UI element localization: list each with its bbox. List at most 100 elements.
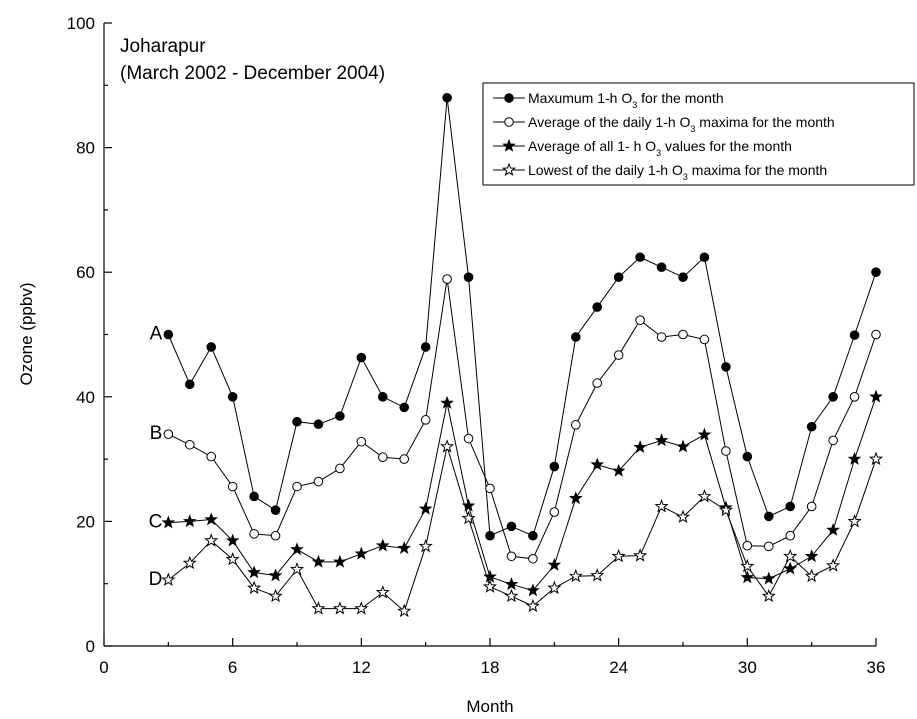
data-point [420,415,431,425]
data-point [613,272,624,282]
data-point [204,512,219,526]
data-point [399,454,410,464]
data-point [247,565,261,579]
data-point [697,427,712,441]
legend-marker [502,138,516,152]
data-point [656,262,667,273]
data-point [333,554,347,568]
data-point [504,577,519,591]
data-point [611,463,626,477]
data-point [570,420,581,430]
x-tick-label: 6 [228,658,237,677]
data-point [847,513,862,528]
data-point [697,489,712,503]
data-point [869,389,883,403]
x-tick-label: 12 [352,658,371,677]
data-point [292,416,302,427]
data-point [740,558,755,573]
data-point [204,533,219,547]
legend-label: Average of all 1- h O3 values for the mo… [528,138,792,158]
data-point [592,302,603,312]
data-point [549,461,560,472]
legend-marker [501,162,517,177]
data-point [785,530,796,541]
series-letter-label: A [150,324,163,345]
data-point [332,601,347,615]
data-point [356,436,367,447]
chart-subtitle: (March 2002 - December 2004) [120,63,385,84]
x-tick-label: 18 [481,658,500,677]
x-tick-label: 0 [99,658,108,677]
data-point [483,569,497,583]
data-point [289,561,305,576]
legend: Maxumum 1-h O3 for the month Average of t… [482,82,915,186]
data-point [335,411,345,421]
data-point [461,510,476,525]
series-line [168,396,877,592]
legend-label: Lowest of the daily 1-h O3 maxima for th… [528,162,827,182]
data-point [547,557,562,571]
series-line [168,446,877,612]
data-point [613,350,624,360]
data-point [806,421,817,432]
data-point [699,334,710,345]
data-point [268,568,283,582]
data-point [290,542,304,556]
data-point [742,451,753,462]
data-point [354,601,369,615]
data-point [656,332,667,342]
data-point [504,588,519,603]
data-point [826,522,840,536]
data-point [485,483,495,494]
data-point [847,451,862,465]
data-point [440,439,455,453]
data-point [184,379,195,390]
data-point [828,435,838,446]
data-point [161,572,176,586]
data-point [806,501,817,512]
data-point [783,561,798,575]
data-point [268,588,283,603]
data-point [311,601,326,615]
plot-area: A B C D [149,92,884,618]
data-point [635,252,645,263]
data-point [718,502,733,517]
data-point [182,514,197,528]
data-point [804,568,819,583]
data-point [528,553,538,564]
series-letter-label: B [150,423,163,444]
data-point [592,378,603,388]
y-tick-label: 100 [67,14,95,33]
data-point [742,540,753,551]
data-point [761,571,776,585]
series-letter-label: C [149,512,163,533]
data-point [463,272,474,282]
data-point [590,568,605,582]
data-point [354,546,369,560]
x-tick-label: 24 [609,658,628,677]
data-point [335,463,345,474]
series-line [167,97,877,537]
data-point [225,551,240,566]
data-point [270,505,281,515]
data-point [225,533,240,547]
data-point [227,392,238,402]
data-point [377,452,388,463]
data-point [740,570,755,584]
data-point [377,392,388,402]
data-point [721,362,731,372]
y-axis-label: Ozone (ppbv) [17,283,36,386]
y-tick-label: 60 [76,263,95,282]
data-point [506,551,517,562]
data-point [804,549,819,563]
data-point [249,529,259,539]
legend-marker [504,117,514,127]
data-point [721,446,731,456]
data-point [699,252,710,263]
data-point [526,583,540,597]
data-point [375,584,390,599]
chart-title: Joharapur [120,36,206,57]
y-tick-label: 0 [86,637,95,656]
series-c: C [149,389,883,597]
data-point [482,579,498,593]
